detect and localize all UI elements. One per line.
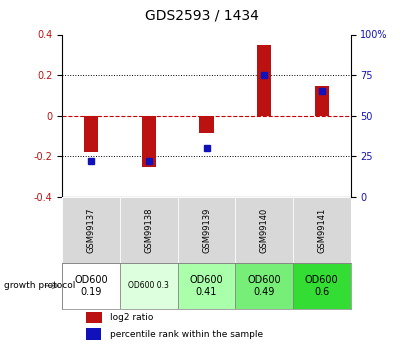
Text: GSM99137: GSM99137 xyxy=(87,207,96,253)
Bar xyxy=(293,263,351,308)
Text: GSM99141: GSM99141 xyxy=(317,207,326,253)
Bar xyxy=(120,263,178,308)
Text: GSM99140: GSM99140 xyxy=(260,207,269,253)
Text: OD600
0.19: OD600 0.19 xyxy=(75,275,108,296)
Bar xyxy=(62,263,120,308)
Bar xyxy=(199,116,214,133)
Bar xyxy=(257,45,271,116)
Text: percentile rank within the sample: percentile rank within the sample xyxy=(110,330,264,339)
Text: GDS2593 / 1434: GDS2593 / 1434 xyxy=(145,8,258,22)
Text: GSM99138: GSM99138 xyxy=(144,207,154,253)
Bar xyxy=(293,197,351,263)
Bar xyxy=(235,263,293,308)
Text: OD600
0.6: OD600 0.6 xyxy=(305,275,339,296)
Bar xyxy=(85,312,102,323)
Bar xyxy=(142,116,156,167)
Bar xyxy=(62,197,120,263)
Bar xyxy=(84,116,98,152)
Bar xyxy=(315,86,329,116)
Bar xyxy=(178,197,235,263)
Bar xyxy=(178,263,235,308)
Text: log2 ratio: log2 ratio xyxy=(110,313,154,322)
Text: GSM99139: GSM99139 xyxy=(202,207,211,253)
Bar xyxy=(85,328,100,340)
Text: OD600 0.3: OD600 0.3 xyxy=(129,281,169,290)
Text: OD600
0.41: OD600 0.41 xyxy=(190,275,223,296)
Bar xyxy=(235,197,293,263)
Text: OD600
0.49: OD600 0.49 xyxy=(247,275,281,296)
Text: growth protocol: growth protocol xyxy=(4,281,75,290)
Bar xyxy=(120,197,178,263)
